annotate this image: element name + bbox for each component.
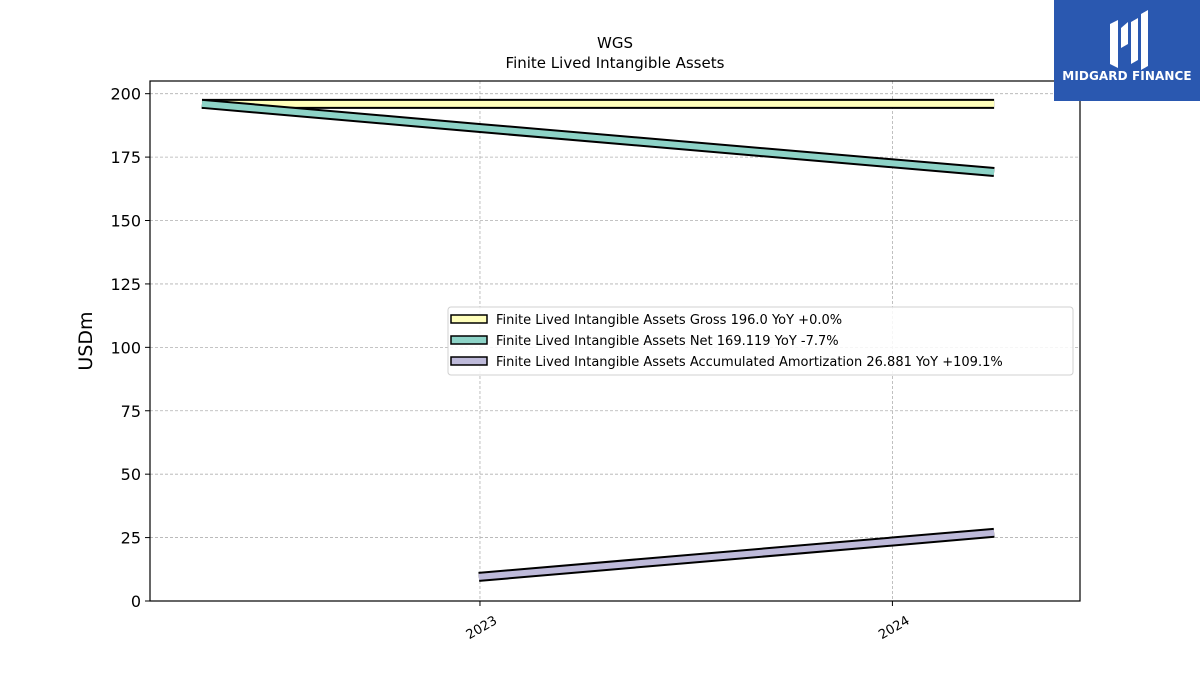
series-line [201,100,995,176]
chart-subtitle: Finite Lived Intangible Assets [506,54,725,72]
y-tick-label: 125 [110,275,141,294]
chart-title: WGS [597,34,633,52]
y-tick-label: 0 [131,592,141,611]
y-tick-label: 175 [110,148,141,167]
logo-mark-icon [1110,10,1148,70]
legend-label: Finite Lived Intangible Assets Net 169.1… [496,334,839,349]
series-layer [201,98,995,582]
y-tick-label: 200 [110,85,141,104]
y-tick-label: 100 [110,338,141,357]
logo-text: MIDGARD FINANCE [1062,69,1192,83]
axis-ticks: 0 25 50 75 100 125 150 175 200 2023 2024 [110,85,912,643]
legend-swatch [450,356,488,366]
y-axis-label: USDm [75,311,97,370]
legend-box [447,306,1074,376]
legend: Finite Lived Intangible Assets Gross 196… [447,306,1074,376]
y-tick-label: 75 [121,402,141,421]
legend-swatch [450,314,488,324]
series-line [478,529,995,580]
x-tick-label: 2024 [876,613,912,643]
legend-label: Finite Lived Intangible Assets Gross 196… [496,313,842,328]
legend-label: Finite Lived Intangible Assets Accumulat… [496,355,1003,370]
brand-logo: MIDGARD FINANCE [1054,0,1200,101]
y-tick-label: 25 [121,529,141,548]
x-tick-label: 2023 [464,613,500,643]
plot-frame [149,80,1081,602]
legend-swatch [450,335,488,345]
y-tick-label: 50 [121,465,141,484]
y-tick-label: 150 [110,212,141,231]
